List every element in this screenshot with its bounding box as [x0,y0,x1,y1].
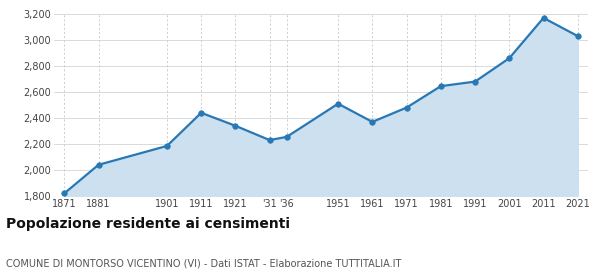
Text: Popolazione residente ai censimenti: Popolazione residente ai censimenti [6,217,290,231]
Text: COMUNE DI MONTORSO VICENTINO (VI) - Dati ISTAT - Elaborazione TUTTITALIA.IT: COMUNE DI MONTORSO VICENTINO (VI) - Dati… [6,259,401,269]
